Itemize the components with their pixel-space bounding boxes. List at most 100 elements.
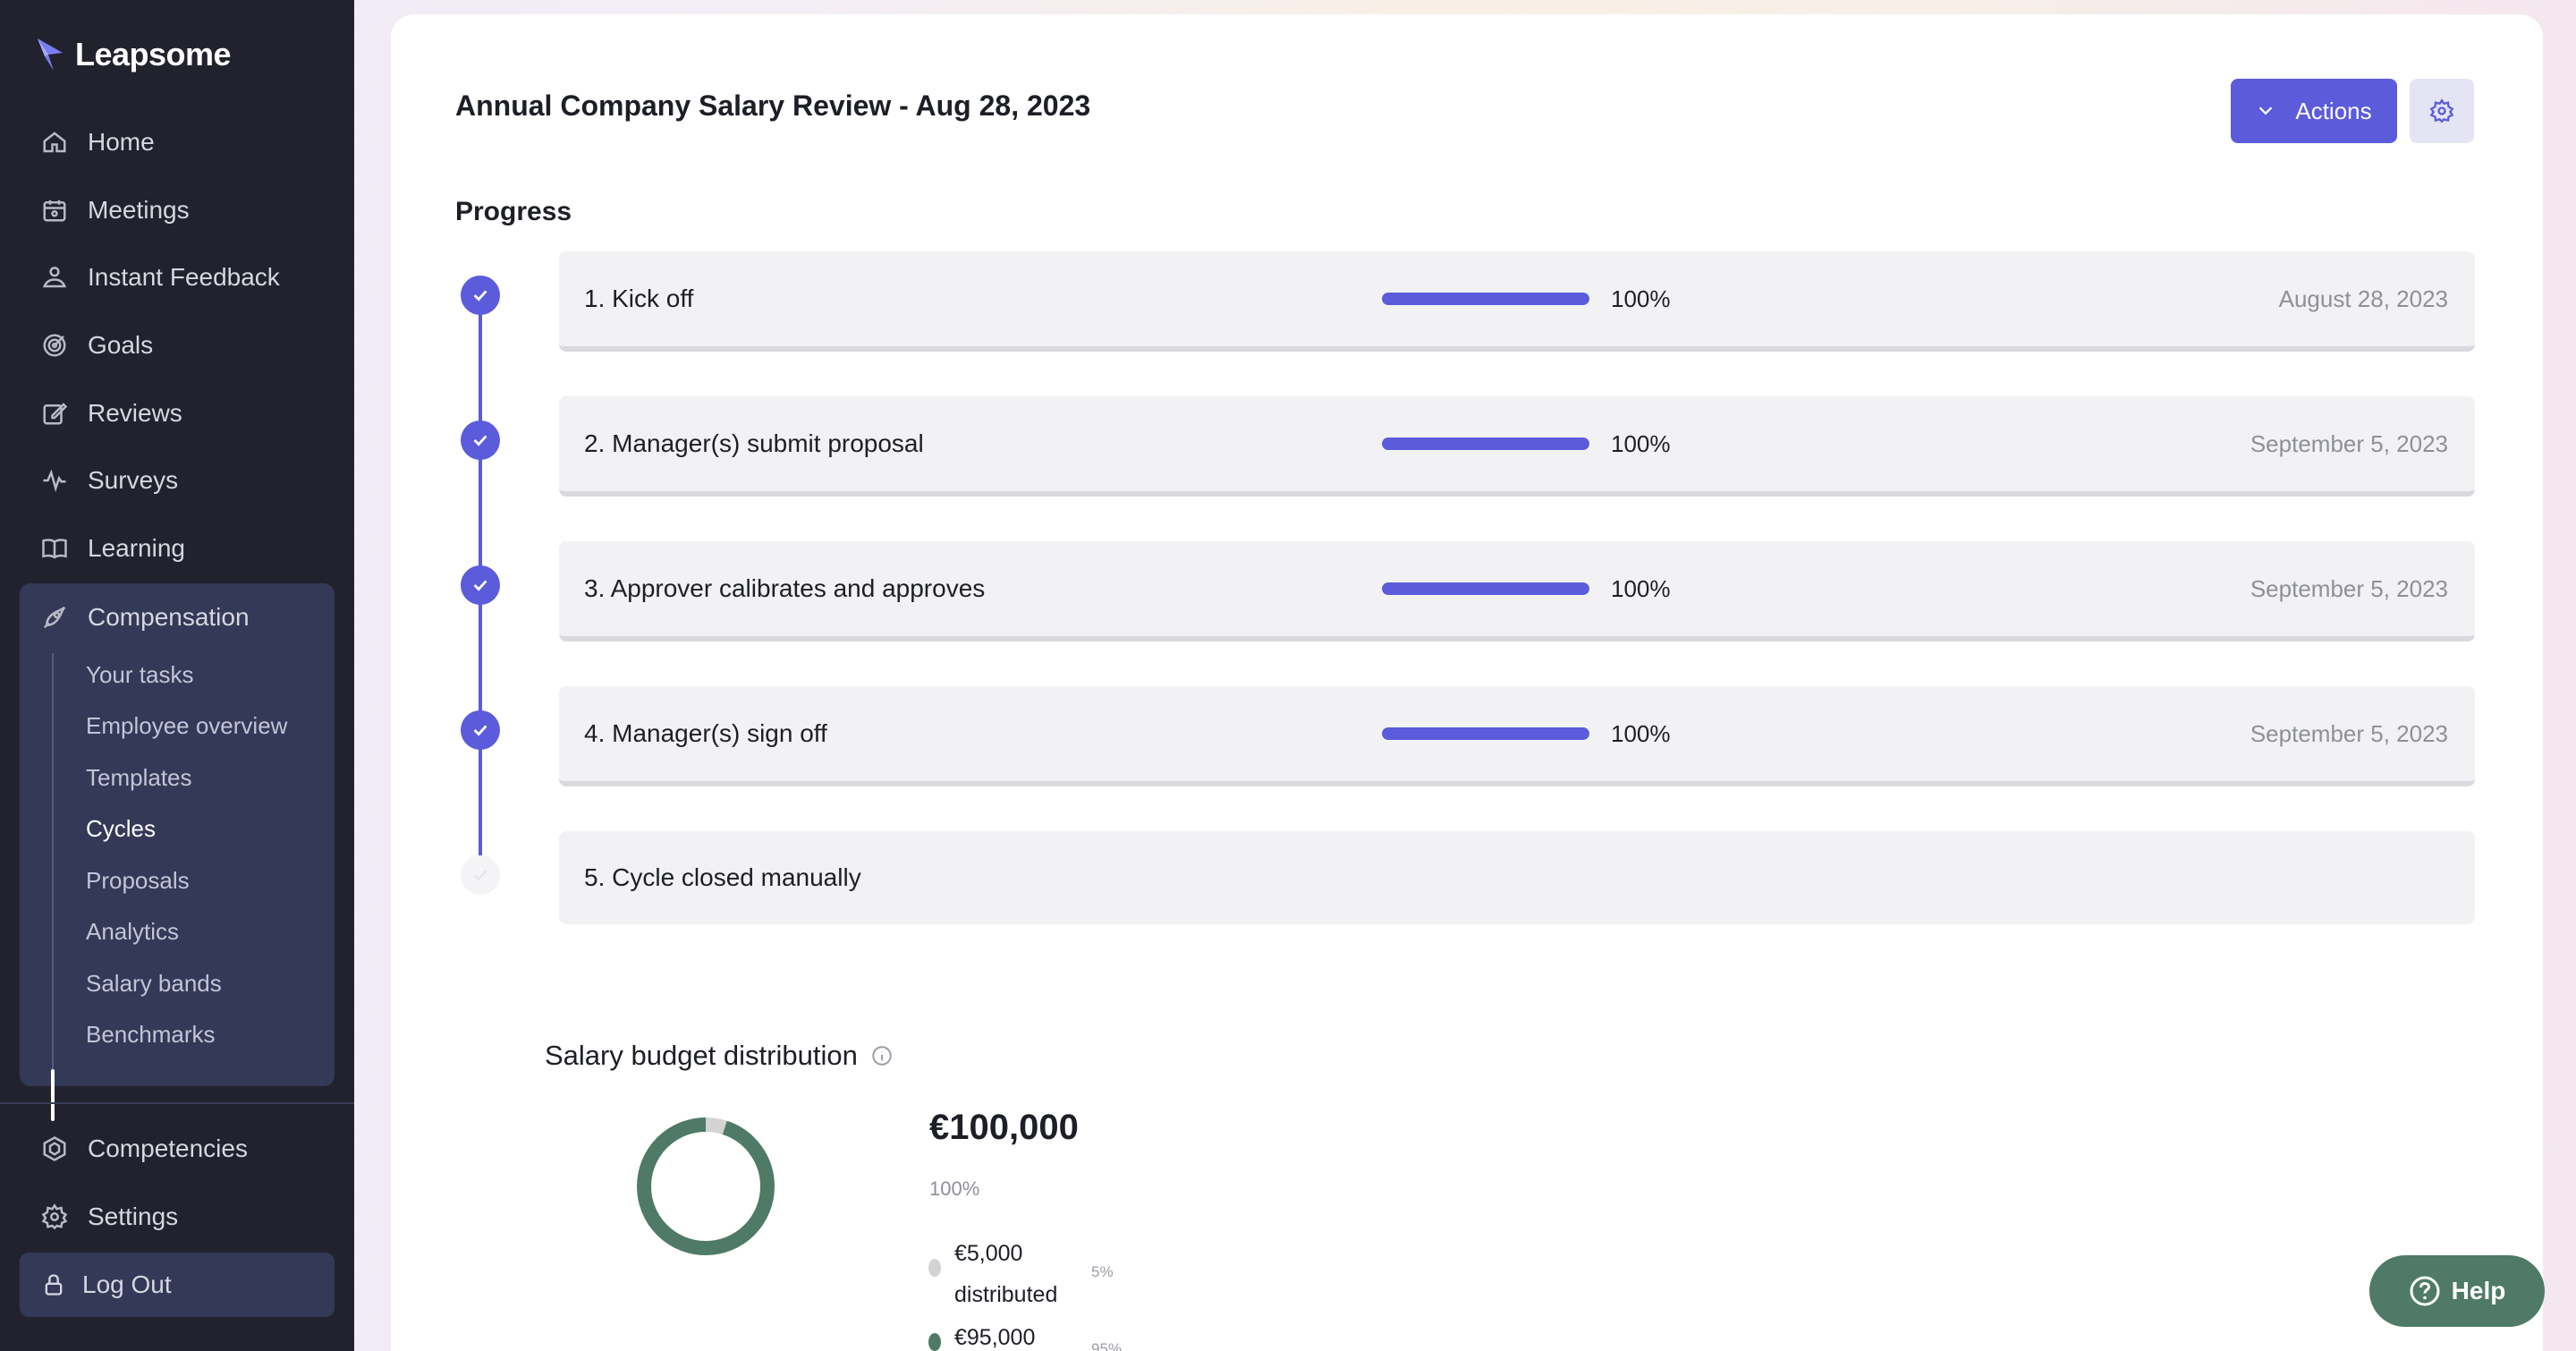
reviews-icon <box>43 403 68 425</box>
budget-title: Salary budget distribution <box>545 1040 858 1071</box>
sidebar-item-label: Settings <box>88 1202 179 1230</box>
step-row-submit-proposal[interactable]: 2. Manager(s) submit proposal 100% Septe… <box>559 396 2475 497</box>
progress-heading: Progress <box>455 197 572 226</box>
sidebar-item-label: Competencies <box>88 1134 248 1162</box>
step-name: 2. Manager(s) submit proposal <box>584 429 924 457</box>
step-percent: 100% <box>1611 720 1671 747</box>
submenu-employee-overview[interactable]: Employee overview <box>86 712 288 739</box>
active-indicator <box>51 1069 55 1121</box>
sidebar-item-settings[interactable]: Settings <box>20 1188 335 1245</box>
submenu-rail <box>52 653 54 1070</box>
sidebar-item-home[interactable]: Home <box>20 114 335 171</box>
sidebar-item-label: Learning <box>88 534 185 562</box>
step-progress-fill <box>1382 293 1589 305</box>
step-percent: 100% <box>1611 575 1671 602</box>
check-icon <box>473 870 487 881</box>
step-complete-check <box>461 421 500 460</box>
help-icon <box>2410 1276 2440 1306</box>
timeline-connector <box>479 311 482 437</box>
actions-label: Actions <box>2295 97 2372 124</box>
submenu-your-tasks[interactable]: Your tasks <box>86 661 194 688</box>
step-pending-check <box>461 855 500 895</box>
sidebar-item-reviews[interactable]: Reviews <box>20 385 335 442</box>
surveys-icon <box>43 469 66 492</box>
step-progress-bar <box>1382 293 1589 305</box>
legend-remaining-percent: 95% <box>1091 1340 1123 1351</box>
legend-remaining-amount: €95,000 <box>954 1325 1036 1350</box>
goals-icon <box>43 334 66 357</box>
logout-label: Log Out <box>82 1270 172 1298</box>
legend-distributed-percent: 5% <box>1091 1263 1114 1280</box>
sidebar-item-meetings[interactable]: Meetings <box>20 182 335 239</box>
step-row-cycle-closed[interactable]: 5. Cycle closed manually <box>559 831 2475 924</box>
step-date: September 5, 2023 <box>2250 720 2448 747</box>
step-row-approver-calibrates[interactable]: 3. Approver calibrates and approves 100%… <box>559 541 2475 642</box>
meetings-icon <box>43 200 66 222</box>
main-card: Annual Company Salary Review - Aug 28, 2… <box>391 14 2543 1351</box>
sidebar-item-label: Compensation <box>88 603 250 631</box>
step-row-sign-off[interactable]: 4. Manager(s) sign off 100% September 5,… <box>559 686 2475 786</box>
sidebar-item-compensation[interactable]: Compensation <box>20 592 335 642</box>
legend-distributed-label: distributed <box>954 1282 1058 1307</box>
sidebar-item-surveys[interactable]: Surveys <box>20 452 335 509</box>
submenu-analytics[interactable]: Analytics <box>86 918 180 945</box>
sidebar-item-label: Meetings <box>88 196 190 224</box>
budget-heading: Salary budget distribution <box>545 1040 894 1072</box>
sidebar-item-goals[interactable]: Goals <box>20 317 335 374</box>
check-icon <box>473 435 487 446</box>
brand-name: Leapsome <box>75 36 232 72</box>
timeline-connector <box>479 746 482 871</box>
sidebar-item-learning[interactable]: Learning <box>20 520 335 577</box>
budget-total: €100,000 <box>929 1108 1079 1147</box>
step-progress-bar <box>1382 727 1589 740</box>
step-row-kick-off[interactable]: 1. Kick off 100% August 28, 2023 <box>559 251 2475 352</box>
legend-dot-remaining <box>928 1333 941 1351</box>
legend-dot-distributed <box>928 1259 941 1277</box>
settings-icon <box>41 1203 68 1230</box>
lock-icon <box>45 1274 63 1296</box>
check-icon <box>473 580 487 591</box>
step-progress-bar <box>1382 582 1589 595</box>
page-title: Annual Company Salary Review - Aug 28, 2… <box>455 89 1091 122</box>
legend-distributed-amount: €5,000 <box>954 1241 1023 1266</box>
budget-donut-chart <box>637 1117 775 1255</box>
step-complete-check <box>461 276 500 315</box>
submenu-proposals[interactable]: Proposals <box>86 867 190 894</box>
home-icon <box>43 132 66 153</box>
check-icon <box>473 290 487 302</box>
help-button[interactable]: Help <box>2369 1255 2545 1327</box>
step-name: 5. Cycle closed manually <box>584 863 861 891</box>
step-progress-fill <box>1382 582 1589 595</box>
chevron-down-icon <box>2259 106 2273 115</box>
submenu-cycles[interactable]: Cycles <box>86 815 157 842</box>
step-name: 4. Manager(s) sign off <box>584 719 827 747</box>
donut-slice-remaining <box>637 1117 775 1255</box>
actions-button[interactable]: Actions <box>2231 79 2397 143</box>
submenu-benchmarks[interactable]: Benchmarks <box>86 1021 216 1048</box>
step-date: September 5, 2023 <box>2250 575 2448 602</box>
budget-total-percent: 100% <box>929 1177 980 1200</box>
timeline-connector <box>479 601 482 726</box>
step-progress-fill <box>1382 438 1589 450</box>
step-date: September 5, 2023 <box>2250 430 2448 457</box>
cycle-settings-button[interactable] <box>2410 79 2474 143</box>
sidebar: Leapsome Home Meetings Instant Feedback … <box>0 0 354 1351</box>
sidebar-item-label: Instant Feedback <box>88 263 280 291</box>
submenu-templates[interactable]: Templates <box>86 764 192 791</box>
sidebar-item-competencies[interactable]: Competencies <box>20 1120 335 1177</box>
feedback-icon <box>42 267 67 288</box>
info-icon[interactable] <box>870 1044 894 1067</box>
step-percent: 100% <box>1611 430 1671 457</box>
logout-button[interactable]: Log Out <box>20 1253 335 1317</box>
step-progress-fill <box>1382 727 1589 740</box>
sidebar-divider <box>0 1102 354 1104</box>
submenu-salary-bands[interactable]: Salary bands <box>86 970 222 997</box>
learning-icon <box>42 539 67 559</box>
step-progress-bar <box>1382 438 1589 450</box>
sidebar-item-label: Goals <box>88 331 154 359</box>
brand-logo[interactable]: Leapsome <box>36 36 232 73</box>
step-percent: 100% <box>1611 285 1671 312</box>
help-label: Help <box>2451 1277 2506 1304</box>
step-name: 1. Kick off <box>584 285 694 312</box>
sidebar-item-instant-feedback[interactable]: Instant Feedback <box>20 249 335 306</box>
